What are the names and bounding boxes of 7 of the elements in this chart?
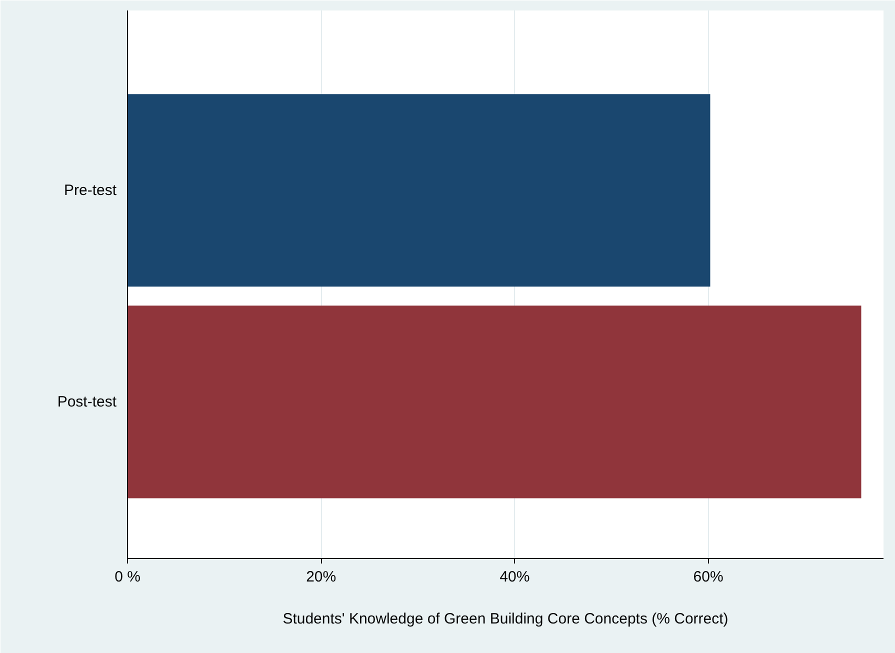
x-axis-title: Students' Knowledge of Green Building Core Concepts (% Correct) (282, 610, 728, 628)
x-tick-label: 40% (500, 568, 530, 586)
x-tick-label: 0 % (114, 568, 140, 586)
y-tick-label: Post-test (57, 393, 118, 410)
y-tick-label: Pre-test (64, 182, 118, 199)
x-tick-label: 20% (306, 568, 336, 586)
x-tick-label: 60% (693, 568, 724, 586)
